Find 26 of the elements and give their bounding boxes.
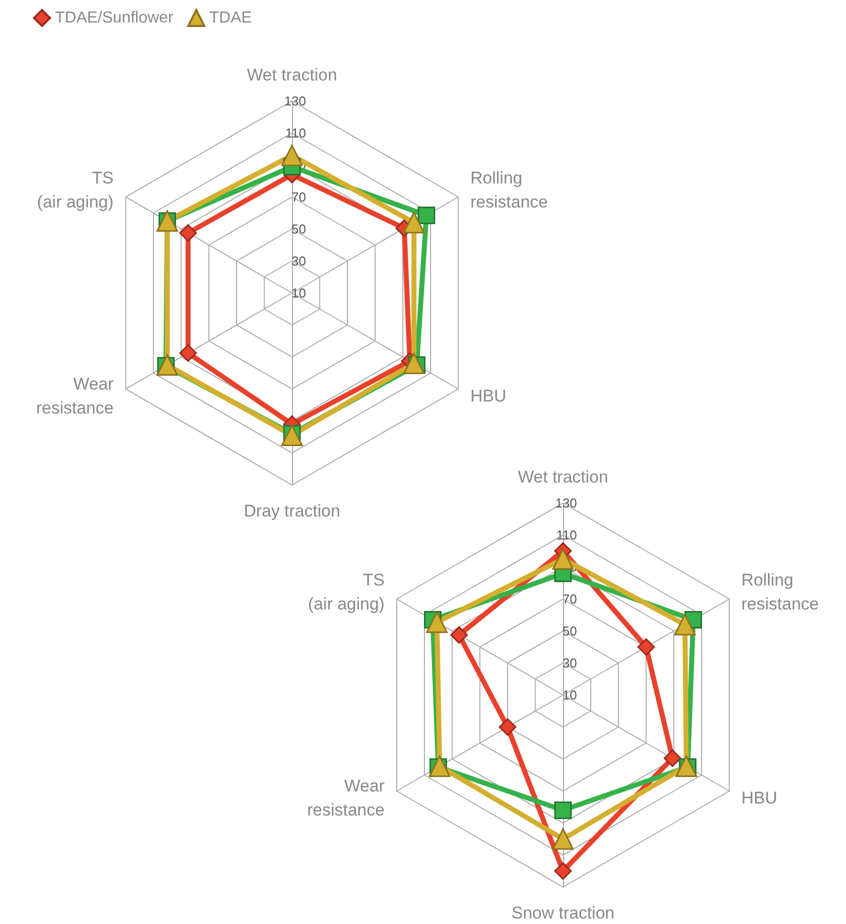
spoke-label: Rolling resistance (470, 168, 548, 212)
y-tick-label: 70 (292, 190, 306, 204)
y-tick-label: 30 (292, 254, 306, 268)
spoke-label: Wet traction (518, 468, 608, 486)
y-tick-label: 10 (292, 286, 306, 300)
spoke-label: Wear resistance (36, 374, 114, 418)
y-tick-label: 50 (562, 624, 577, 638)
legend-label: TDAE (209, 10, 252, 26)
y-tick-label: 30 (562, 656, 577, 670)
y-tick-label: 110 (285, 126, 306, 140)
spoke-label: HBU (741, 788, 778, 808)
y-tick-label: 50 (292, 222, 306, 236)
y-tick-label: 130 (555, 496, 577, 510)
spoke-label: TS (air aging) (37, 168, 114, 212)
spoke-label: Rolling resistance (741, 570, 819, 614)
y-tick-label: 10 (562, 688, 577, 702)
spoke-label: Wet traction (246, 66, 338, 84)
spoke-label: HBU (470, 386, 506, 406)
spoke-label: Wear resistance (307, 776, 385, 820)
legend-label: TDAE/Sunflower (55, 10, 174, 26)
spoke-label: Snow traction (512, 904, 614, 922)
spoke-label: Dray traction (244, 502, 340, 520)
spoke-label: TS (air aging) (308, 570, 385, 614)
y-tick-label: 70 (562, 592, 577, 606)
y-tick-label: 130 (284, 94, 306, 108)
y-tick-label: 110 (556, 528, 577, 542)
